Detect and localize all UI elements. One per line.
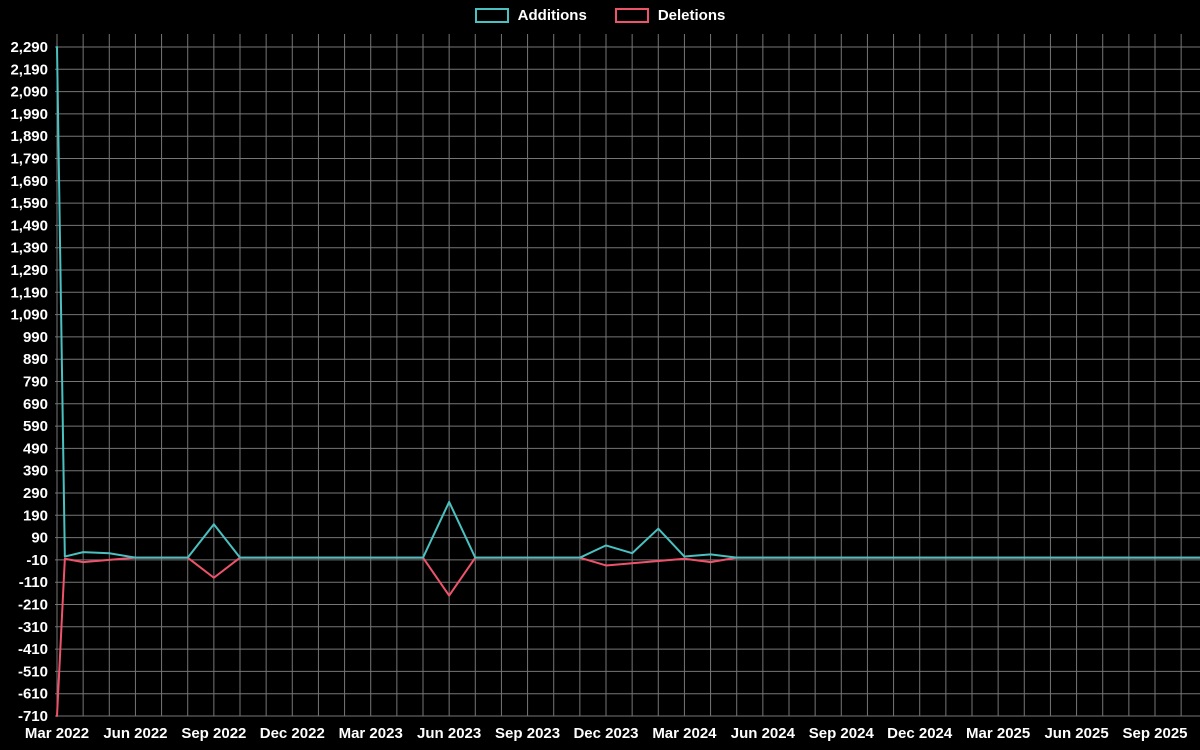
y-axis-tick-label: 1,290: [10, 262, 48, 279]
y-axis-tick-label: 590: [23, 418, 48, 435]
y-axis-tick-label: 1,390: [10, 240, 48, 257]
x-axis-tick-label: Mar 2025: [966, 725, 1030, 742]
y-axis-tick-label: 1,090: [10, 307, 48, 324]
y-axis-tick-label: 1,590: [10, 195, 48, 212]
y-axis-tick-label: 390: [23, 463, 48, 480]
x-axis-tick-label: Dec 2023: [573, 725, 638, 742]
additions-line: [56, 46, 1200, 559]
legend-item-additions[interactable]: Additions: [474, 7, 587, 24]
y-axis-tick-label: 890: [23, 351, 48, 368]
y-axis-tick-label: -610: [18, 686, 48, 703]
y-axis-tick-label: 2,090: [10, 84, 48, 101]
x-axis-tick-label: Mar 2022: [25, 725, 89, 742]
x-axis-tick-label: Sep 2025: [1122, 725, 1187, 742]
x-axis-tick-label: Jun 2025: [1044, 725, 1108, 742]
y-axis-tick-label: 990: [23, 329, 48, 346]
x-axis-tick-label: Dec 2022: [260, 725, 325, 742]
y-axis-tick-label: -410: [18, 641, 48, 658]
additions-legend-label: Additions: [517, 7, 587, 24]
y-axis-tick-label: 1,490: [10, 217, 48, 234]
y-axis-tick-label: -10: [26, 552, 48, 569]
y-axis-tick-label: 1,190: [10, 284, 48, 301]
y-axis-tick-label: 2,190: [10, 61, 48, 78]
y-axis-tick-label: 790: [23, 374, 48, 391]
deletions-swatch: [614, 8, 649, 23]
y-axis-tick-label: -110: [19, 574, 48, 591]
x-axis-tick-label: Jun 2022: [103, 725, 167, 742]
additions-swatch: [474, 8, 509, 23]
deletions-line: [56, 556, 1200, 717]
x-axis-tick-label: Sep 2023: [495, 725, 560, 742]
y-axis-tick-label: -710: [18, 708, 48, 725]
y-axis-tick-label: 1,690: [10, 173, 48, 190]
y-axis-tick-label: 1,890: [10, 128, 48, 145]
y-axis-tick-label: 1,990: [10, 106, 48, 123]
x-axis-tick-label: Mar 2024: [652, 725, 717, 742]
x-axis-tick-label: Dec 2024: [887, 725, 953, 742]
chart-legend: Additions Deletions: [0, 7, 1200, 24]
y-axis-tick-label: 2,290: [10, 39, 48, 56]
x-axis-tick-label: Jun 2023: [417, 725, 481, 742]
y-axis-tick-label: 490: [23, 440, 48, 457]
y-axis-tick-label: -510: [18, 663, 48, 680]
y-axis-tick-label: 1,790: [10, 151, 48, 168]
y-axis-tick-label: 190: [23, 507, 48, 524]
y-axis-tick-label: -210: [18, 597, 48, 614]
y-axis-tick-label: -310: [18, 619, 48, 636]
y-axis-tick-label: 90: [31, 530, 48, 547]
x-axis-tick-label: Sep 2024: [809, 725, 875, 742]
x-axis-tick-label: Sep 2022: [181, 725, 246, 742]
deletions-legend-label: Deletions: [657, 7, 726, 24]
x-axis-tick-label: Mar 2023: [339, 725, 403, 742]
y-axis-tick-label: 690: [23, 396, 48, 413]
x-axis-tick-label: Jun 2024: [731, 725, 796, 742]
y-axis-tick-label: 290: [23, 485, 48, 502]
legend-item-deletions[interactable]: Deletions: [614, 7, 726, 24]
